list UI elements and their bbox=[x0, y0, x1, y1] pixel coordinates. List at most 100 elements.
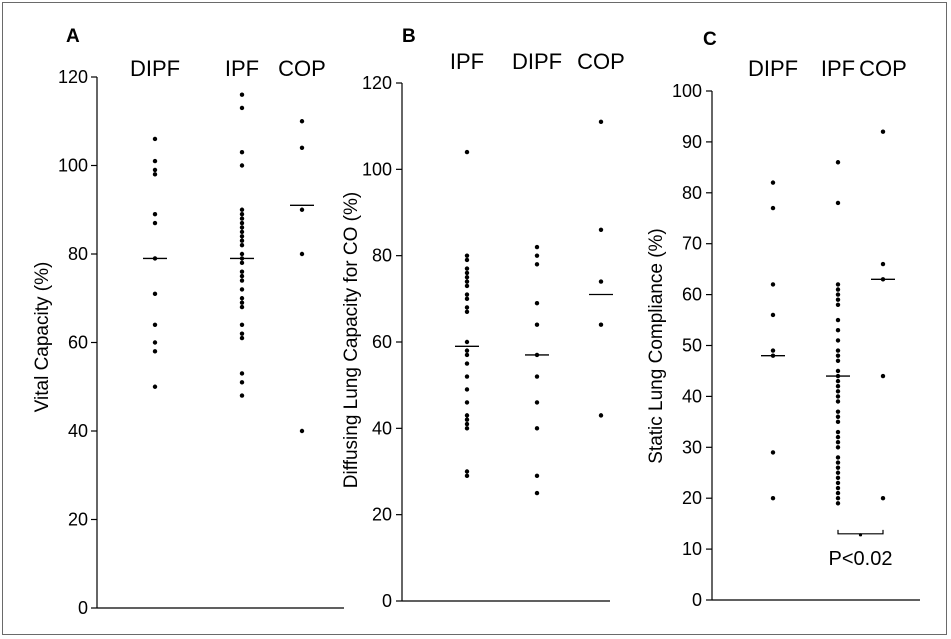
data-point bbox=[598, 413, 604, 418]
y-tick-label: 120 bbox=[362, 73, 392, 93]
y-tick-label: 40 bbox=[68, 421, 88, 441]
data-point bbox=[598, 322, 604, 327]
data-point bbox=[464, 149, 470, 155]
data-point bbox=[835, 160, 841, 165]
data-point bbox=[239, 296, 245, 301]
data-point bbox=[835, 414, 841, 419]
panel-letter: C bbox=[703, 29, 717, 50]
data-point bbox=[239, 251, 245, 257]
data-point bbox=[239, 92, 245, 97]
data-point bbox=[534, 322, 540, 327]
data-point bbox=[835, 440, 841, 445]
data-point bbox=[239, 371, 245, 376]
data-point bbox=[770, 282, 776, 287]
category-label: DIPF bbox=[748, 56, 798, 81]
category-label: IPF bbox=[821, 56, 855, 81]
data-point bbox=[534, 426, 540, 431]
data-point bbox=[239, 335, 245, 341]
y-tick-label: 60 bbox=[68, 333, 88, 353]
data-point bbox=[464, 305, 470, 310]
data-point bbox=[835, 302, 841, 307]
data-point bbox=[239, 393, 245, 398]
data-point bbox=[464, 426, 470, 431]
data-point bbox=[464, 339, 470, 345]
data-point bbox=[835, 480, 841, 486]
y-tick-label: 100 bbox=[58, 156, 88, 176]
y-tick-label: 60 bbox=[682, 285, 702, 305]
data-point bbox=[835, 496, 841, 501]
data-point bbox=[152, 220, 158, 226]
data-point bbox=[464, 296, 470, 302]
data-point bbox=[464, 309, 470, 314]
data-point bbox=[835, 485, 841, 491]
category-label: COP bbox=[577, 49, 625, 74]
data-point bbox=[152, 158, 158, 164]
data-point bbox=[880, 261, 886, 267]
data-point bbox=[464, 417, 470, 422]
data-point bbox=[835, 434, 841, 440]
data-point bbox=[835, 287, 841, 292]
data-point bbox=[239, 273, 245, 279]
data-point bbox=[880, 496, 886, 501]
data-point bbox=[598, 227, 604, 232]
y-tick-label: 0 bbox=[692, 590, 702, 610]
y-tick-label: 100 bbox=[672, 81, 702, 101]
y-axis-label: Diffusing Lung Capacity for CO (%) bbox=[341, 192, 362, 488]
y-tick-label: 30 bbox=[682, 437, 702, 457]
category-label: COP bbox=[278, 56, 326, 81]
data-point bbox=[534, 490, 540, 496]
bracket-mark bbox=[858, 533, 863, 537]
category-label: IPF bbox=[225, 56, 259, 81]
data-point bbox=[464, 413, 470, 418]
data-point bbox=[835, 460, 841, 465]
data-point bbox=[239, 207, 245, 212]
data-point bbox=[239, 304, 245, 310]
data-point bbox=[152, 349, 158, 354]
y-tick-label: 40 bbox=[372, 418, 392, 438]
data-point bbox=[835, 399, 841, 404]
data-point bbox=[239, 163, 245, 168]
data-point bbox=[239, 150, 245, 155]
data-point bbox=[239, 287, 245, 292]
y-tick-label: 10 bbox=[682, 539, 702, 559]
y-axis-label: Static Lung Compliance (%) bbox=[646, 228, 667, 464]
data-point bbox=[152, 136, 158, 142]
data-point bbox=[152, 167, 158, 173]
data-point bbox=[770, 450, 776, 455]
data-point bbox=[534, 244, 540, 250]
data-point bbox=[239, 322, 245, 327]
data-point bbox=[464, 257, 470, 263]
data-point bbox=[239, 278, 245, 283]
data-point bbox=[464, 266, 470, 271]
data-point bbox=[152, 340, 158, 345]
data-point bbox=[299, 145, 305, 150]
data-point bbox=[835, 348, 841, 353]
data-point bbox=[464, 253, 470, 258]
data-point bbox=[299, 251, 305, 257]
panel-letter: B bbox=[402, 26, 416, 47]
data-point bbox=[239, 216, 245, 221]
data-point bbox=[534, 473, 540, 479]
data-point bbox=[464, 361, 470, 366]
data-point bbox=[464, 292, 470, 297]
y-tick-label: 20 bbox=[682, 488, 702, 508]
category-label: IPF bbox=[450, 49, 484, 74]
data-point bbox=[152, 172, 158, 177]
data-point bbox=[770, 312, 776, 318]
data-point bbox=[464, 283, 470, 289]
data-point bbox=[239, 211, 245, 217]
data-point bbox=[464, 275, 470, 280]
data-point bbox=[464, 469, 470, 474]
y-tick-label: 20 bbox=[68, 510, 88, 530]
data-point bbox=[835, 282, 841, 287]
data-point bbox=[464, 473, 470, 479]
data-point bbox=[534, 300, 540, 306]
data-point bbox=[835, 470, 841, 475]
category-label: DIPF bbox=[130, 56, 180, 81]
y-tick-label: 60 bbox=[372, 332, 392, 352]
y-tick-label: 100 bbox=[362, 159, 392, 179]
data-point bbox=[239, 242, 245, 248]
data-point bbox=[239, 380, 245, 385]
